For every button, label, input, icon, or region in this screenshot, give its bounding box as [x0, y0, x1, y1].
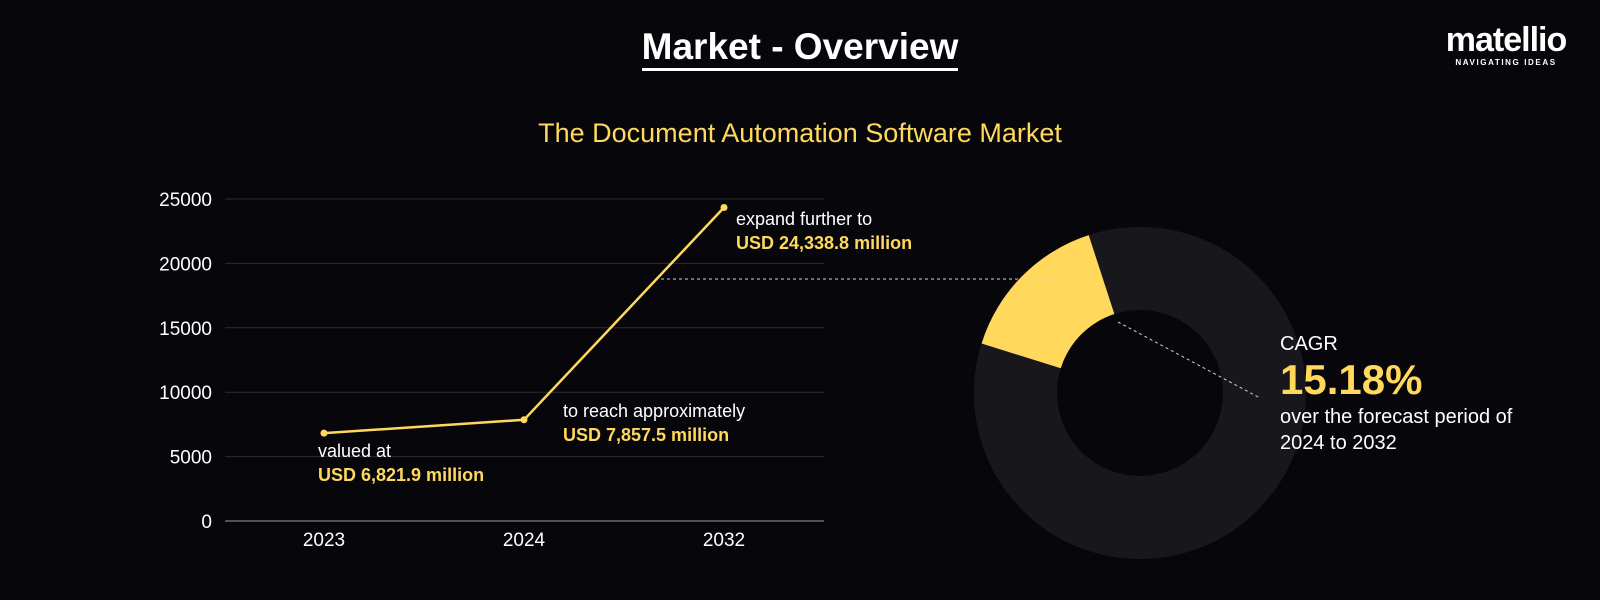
chart-title: The Document Automation Software Market [538, 118, 1062, 148]
x-tick-label: 2024 [503, 530, 546, 551]
y-tick-label: 0 [201, 512, 212, 533]
annotation-2032: expand further to USD 24,338.8 million [736, 207, 912, 255]
logo-tagline: NAVIGATING IDEAS [1455, 58, 1557, 67]
data-point [720, 204, 728, 212]
cagr-label: CAGR [1280, 333, 1338, 355]
y-tick-label: 25000 [159, 190, 212, 211]
y-tick-label: 10000 [159, 383, 212, 404]
data-point [320, 429, 328, 437]
matellio-logo: matellio NAVIGATING IDEAS [1440, 22, 1572, 67]
cagr-value: 15.18% [1280, 356, 1423, 403]
donut-ring [974, 227, 1306, 559]
y-tick-label: 15000 [159, 319, 212, 340]
y-tick-label: 5000 [170, 448, 212, 469]
data-point [520, 416, 528, 424]
cagr-description: over the forecast period of 2024 to 2032 [1280, 406, 1513, 454]
annotation-2023-value: USD 6,821.9 million [318, 465, 485, 485]
annotation-2024: to reach approximately USD 7,857.5 milli… [563, 399, 745, 447]
x-tick-label: 2023 [303, 530, 345, 551]
y-tick-label: 20000 [159, 254, 212, 275]
annotation-2032-text: expand further to [736, 209, 873, 229]
logo-name: matellio [1445, 21, 1567, 59]
page-title: Market - Overview [0, 26, 1600, 71]
cagr-block: CAGR 15.18% over the forecast period of … [1280, 333, 1540, 456]
annotation-2024-text: to reach approximately [563, 401, 746, 421]
donut-segment-cagr [981, 235, 1115, 369]
connector-line [1117, 321, 1261, 399]
x-tick-label: 2032 [703, 530, 745, 551]
annotation-2024-value: USD 7,857.5 million [563, 425, 730, 445]
annotation-2023-text: valued at [318, 441, 392, 461]
annotation-2023: valued at USD 6,821.9 million [318, 439, 484, 487]
annotation-2032-value: USD 24,338.8 million [736, 233, 913, 253]
